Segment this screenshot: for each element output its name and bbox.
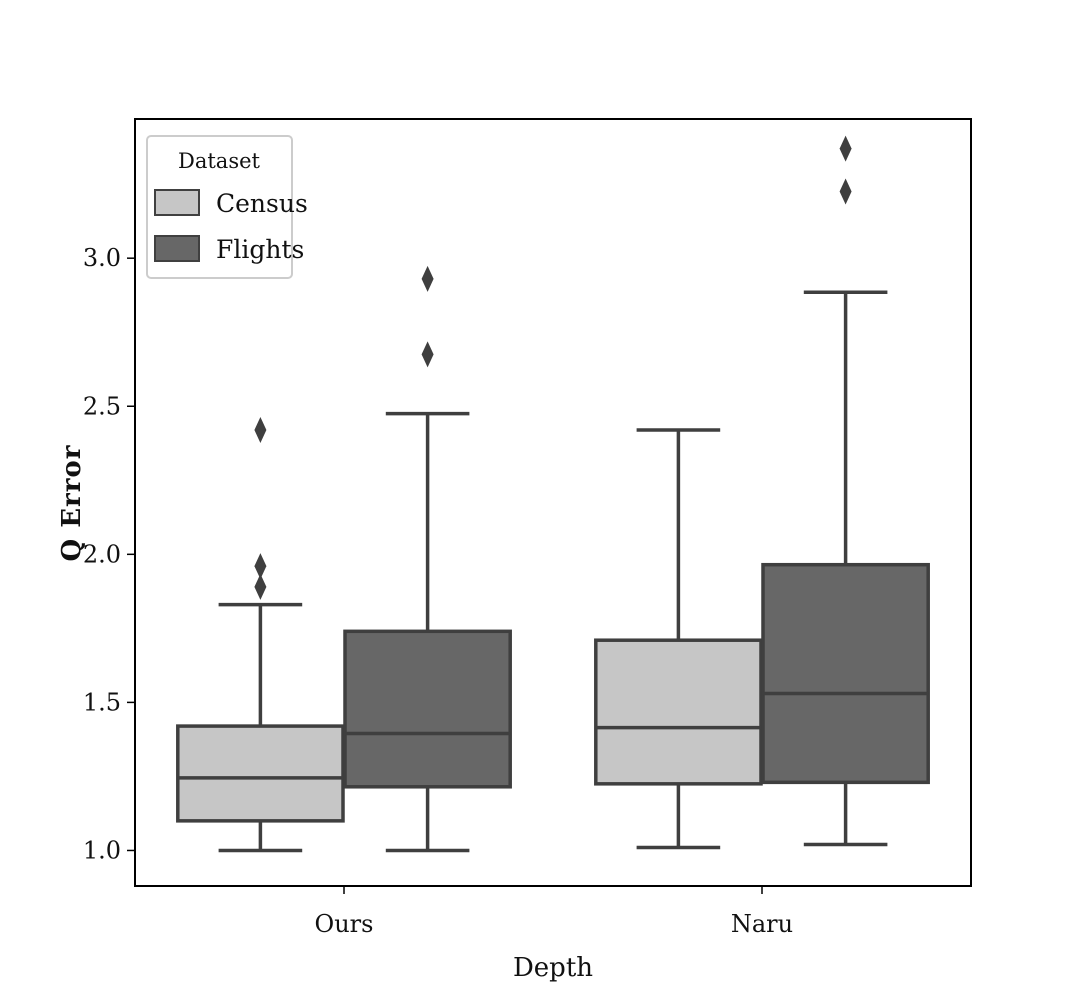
legend-label-census: Census [216,189,308,218]
legend: Dataset Census Flights [146,135,308,279]
x-tick-label: Naru [731,910,793,938]
box-census-ours [176,416,345,853]
y-tick-label: 1.5 [83,688,121,716]
box-census-naru [594,428,763,850]
box-flights-naru [761,135,930,847]
box-iqr [761,562,930,785]
box-iqr [343,629,512,789]
legend-title: Dataset [178,149,261,173]
outlier-point [839,135,852,162]
y-axis-label: Q Error [57,445,87,562]
x-tick-label: Ours [315,910,374,938]
y-tick-label: 3.0 [83,244,121,272]
box-flights-ours [343,265,512,853]
outlier-point [254,416,267,443]
y-axis: 1.0 1.5 2.0 2.5 3.0 [83,244,135,864]
outlier-point [421,265,434,292]
plot-frame [134,118,972,887]
legend-swatch-flights [154,235,200,262]
outlier-point [254,573,267,600]
y-tick-label: 2.5 [83,392,121,420]
x-axis-label: Depth [513,953,593,983]
y-tick-label: 2.0 [83,540,121,568]
outlier-point [839,178,852,205]
legend-label-flights: Flights [216,235,304,264]
box-iqr [594,638,763,786]
boxes-layer [176,135,930,853]
y-tick-label: 1.0 [83,836,121,864]
outlier-point [421,341,434,368]
box-iqr [176,724,345,823]
outlier-point [254,553,267,580]
legend-swatch-census [154,189,200,216]
x-axis: Ours Naru [315,886,793,938]
